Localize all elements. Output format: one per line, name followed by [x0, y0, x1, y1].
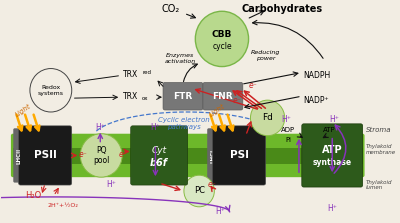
Text: LHCII: LHCII [17, 147, 22, 163]
Text: red: red [142, 70, 151, 75]
Text: b6f: b6f [150, 158, 168, 168]
Text: PSI: PSI [230, 151, 248, 160]
Text: Cyt: Cyt [152, 146, 167, 155]
FancyBboxPatch shape [131, 126, 188, 185]
Text: Enzymes
activation: Enzymes activation [164, 53, 196, 64]
Text: Light: Light [15, 102, 33, 118]
Circle shape [195, 11, 248, 67]
Text: e⁻: e⁻ [208, 180, 217, 189]
Text: Thylakoid
lumen: Thylakoid lumen [366, 180, 392, 190]
Text: ox: ox [142, 96, 148, 101]
Circle shape [250, 100, 285, 136]
Circle shape [184, 175, 214, 207]
FancyBboxPatch shape [18, 126, 72, 185]
FancyBboxPatch shape [11, 134, 364, 177]
Text: H⁺: H⁺ [282, 115, 292, 124]
Circle shape [30, 68, 72, 112]
Text: PSII: PSII [34, 151, 56, 160]
Text: FNR: FNR [212, 92, 233, 101]
Text: H₂O: H₂O [26, 191, 42, 200]
Text: H⁺: H⁺ [150, 123, 160, 132]
Text: e⁻: e⁻ [233, 96, 242, 105]
Text: 2H⁺+½O₂: 2H⁺+½O₂ [48, 203, 79, 208]
Text: ADP: ADP [282, 127, 296, 133]
Text: e⁻: e⁻ [79, 150, 88, 159]
Text: Pi: Pi [286, 137, 292, 143]
Text: CO₂: CO₂ [162, 4, 180, 14]
Text: LHCI: LHCI [211, 148, 216, 163]
FancyBboxPatch shape [207, 128, 220, 183]
Text: Cyclic electron
pathways: Cyclic electron pathways [158, 117, 210, 130]
Text: Thylakoid
membrane: Thylakoid membrane [366, 144, 396, 155]
Text: ATP: ATP [323, 127, 336, 133]
Text: ATP: ATP [322, 145, 342, 155]
Text: H⁺: H⁺ [107, 180, 117, 189]
Text: H⁺: H⁺ [95, 123, 105, 132]
Text: Light: Light [209, 102, 226, 118]
Text: Reducing
power: Reducing power [251, 50, 280, 61]
Text: PQ
pool: PQ pool [93, 146, 109, 165]
Text: TRX: TRX [123, 70, 138, 79]
Text: e⁻: e⁻ [249, 81, 258, 90]
Text: NADP⁺: NADP⁺ [304, 96, 329, 105]
Text: H⁺: H⁺ [215, 207, 225, 216]
Text: Carbohydrates: Carbohydrates [241, 4, 322, 14]
Text: Stroma: Stroma [366, 127, 391, 133]
Text: PC: PC [194, 186, 205, 196]
Text: e⁻: e⁻ [119, 150, 128, 159]
FancyBboxPatch shape [163, 82, 203, 110]
Text: NADPH: NADPH [304, 71, 331, 80]
Text: TRX: TRX [123, 92, 138, 101]
FancyBboxPatch shape [212, 126, 266, 185]
Text: synthase: synthase [313, 158, 352, 167]
Text: CBB: CBB [212, 31, 232, 39]
Text: Redox
systems: Redox systems [38, 85, 64, 96]
Bar [13, 148, 363, 164]
FancyBboxPatch shape [302, 124, 363, 187]
Text: H⁺: H⁺ [327, 204, 337, 213]
Text: cycle: cycle [212, 42, 232, 51]
FancyBboxPatch shape [203, 82, 243, 110]
Text: FTR: FTR [173, 92, 192, 101]
Text: H⁺: H⁺ [329, 115, 339, 124]
Text: Fd: Fd [262, 114, 273, 122]
Circle shape [80, 134, 122, 177]
FancyBboxPatch shape [13, 128, 26, 183]
